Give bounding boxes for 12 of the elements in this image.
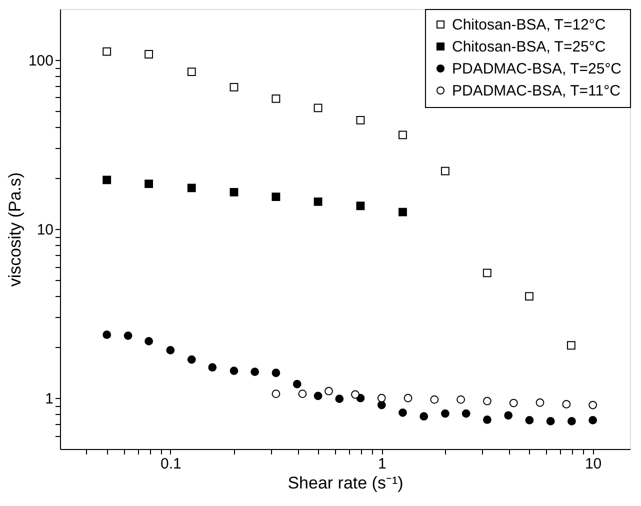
y-tick-label: 1 [45, 390, 54, 408]
legend-label: PDADMAC-BSA, T=11°C [452, 82, 621, 100]
y-tick-label: 100 [28, 52, 54, 70]
legend-label: PDADMAC-BSA, T=25°C [452, 60, 622, 78]
x-tick-label: 0.1 [160, 456, 182, 472]
x-tick-label: 10 [584, 456, 602, 472]
x-axis-title: Shear rate (s⁻¹) [288, 474, 404, 492]
y-tick-label: 10 [36, 222, 54, 238]
y-axis-title: viscosity (Pa.s) [5, 172, 24, 287]
legend-label: Chitosan-BSA, T=12°C [452, 16, 606, 34]
x-tick-label: 1 [378, 456, 386, 472]
legend-label: Chitosan-BSA, T=25°C [452, 38, 606, 56]
